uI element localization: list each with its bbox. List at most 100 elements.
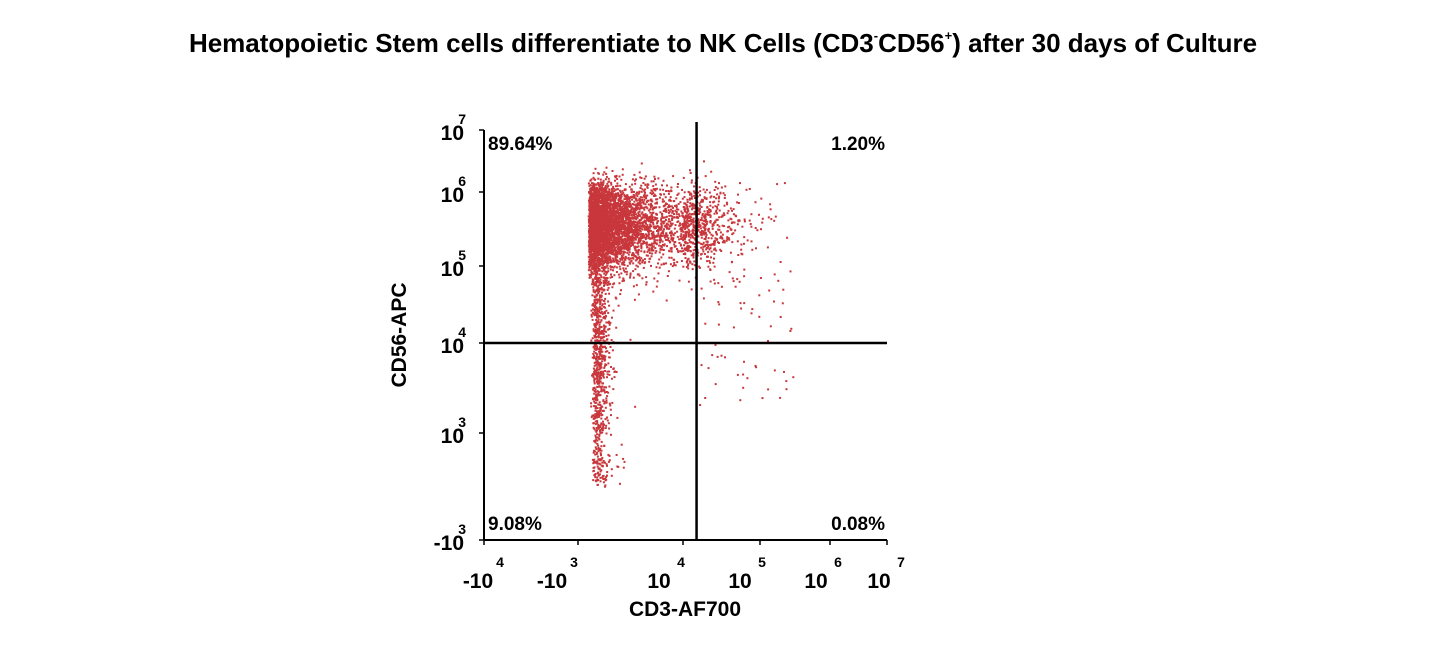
scatter-point [627, 212, 629, 215]
scatter-point [661, 215, 664, 218]
scatter-point [613, 225, 615, 228]
scatter-point [646, 183, 649, 186]
scatter-point [700, 231, 703, 234]
scatter-point [648, 252, 651, 255]
scatter-point [673, 227, 676, 230]
scatter-point [737, 220, 740, 223]
scatter-point [716, 218, 719, 221]
scatter-point [713, 265, 716, 268]
scatter-point [661, 216, 664, 219]
scatter-point [625, 219, 628, 221]
scatter-point [599, 193, 602, 195]
scatter-point [656, 213, 658, 216]
scatter-point [713, 195, 716, 198]
scatter-point [593, 215, 596, 218]
scatter-point [650, 242, 653, 245]
scatter-point [688, 239, 691, 242]
scatter-point [634, 235, 637, 237]
scatter-point [610, 203, 612, 205]
scatter-point [703, 237, 706, 240]
scatter-point [740, 243, 743, 246]
scatter-point [648, 260, 651, 263]
scatter-point [615, 218, 618, 221]
scatter-point [693, 248, 696, 251]
scatter-point [621, 193, 624, 196]
scatter-point [683, 191, 686, 194]
scatter-point [650, 221, 653, 224]
scatter-point [643, 193, 646, 196]
scatter-point [638, 190, 641, 193]
scatter-point [613, 215, 616, 218]
scatter-point [642, 221, 645, 224]
scatter-point [702, 245, 705, 248]
scatter-point [610, 181, 613, 184]
scatter-point [655, 217, 658, 220]
scatter-point [681, 188, 683, 191]
scatter-point [640, 190, 643, 193]
scatter-point [612, 244, 614, 247]
scatter-point [678, 224, 681, 227]
scatter-point [654, 183, 657, 186]
scatter-point [640, 247, 643, 250]
scatter-point [644, 175, 647, 178]
scatter-point [726, 212, 729, 215]
scatter-point [635, 264, 638, 267]
scatter-point [692, 223, 695, 226]
scatter-point [714, 186, 717, 189]
scatter-point [613, 205, 616, 208]
scatter-point [683, 244, 685, 247]
scatter-point [639, 202, 642, 205]
scatter-point [750, 213, 753, 216]
scatter-point [607, 184, 610, 187]
scatter-point [717, 200, 720, 203]
scatter-point [653, 193, 656, 196]
scatter-point [639, 237, 642, 240]
scatter-point [617, 260, 620, 263]
scatter-point [674, 232, 677, 235]
scatter-point [601, 256, 604, 259]
scatter-point [621, 261, 624, 264]
scatter-point [616, 241, 619, 244]
scatter-point [598, 264, 601, 267]
scatter-point [687, 246, 690, 249]
scatter-point [620, 227, 623, 230]
scatter-point [684, 216, 687, 219]
scatter-point [727, 237, 730, 240]
scatter-point [602, 187, 605, 190]
scatter-point [640, 177, 643, 179]
scatter-point [591, 192, 594, 195]
scatter-point [646, 194, 649, 197]
scatter-point [691, 230, 694, 233]
scatter-point [601, 222, 604, 225]
scatter-point [698, 223, 700, 226]
scatter-point [588, 192, 591, 195]
scatter-point [691, 207, 694, 210]
scatter-point [717, 241, 719, 244]
scatter-point [707, 237, 710, 240]
scatter-point [719, 231, 722, 234]
scatter-point [656, 280, 659, 283]
scatter-point [722, 192, 725, 195]
scatter-point [754, 227, 757, 229]
scatter-point [621, 232, 624, 235]
scatter-point [636, 246, 639, 249]
scatter-point [605, 189, 608, 192]
scatter-point [650, 193, 653, 196]
scatter-point [643, 241, 646, 244]
scatter-point [676, 235, 679, 238]
scatter-point [669, 225, 672, 228]
scatter-point [594, 228, 597, 231]
scatter-point [635, 224, 638, 227]
scatter-point [669, 241, 672, 244]
scatter-point [694, 234, 696, 236]
scatter-point [590, 226, 593, 229]
scatter-point [637, 192, 640, 195]
scatter-point [672, 206, 674, 209]
scatter-point [667, 209, 670, 212]
scatter-point [720, 186, 723, 189]
scatter-point [622, 204, 625, 206]
scatter-point [594, 275, 597, 277]
scatter-point [687, 257, 690, 260]
scatter-point [707, 230, 710, 232]
scatter-point [632, 276, 635, 279]
